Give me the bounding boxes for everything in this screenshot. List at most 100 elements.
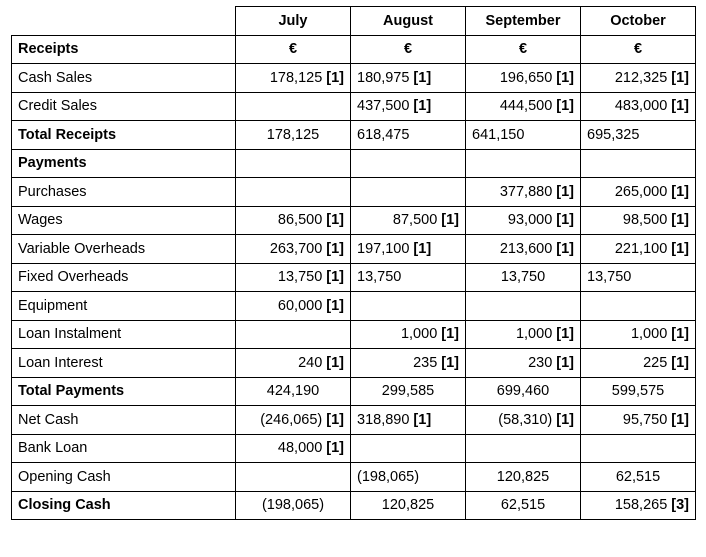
mark-allocation: [1] — [671, 98, 689, 115]
cash-budget-body: July August September October Receipts € €… — [11, 6, 696, 520]
header-row: July August September October — [11, 6, 696, 36]
cell-value: 230 — [528, 354, 553, 371]
cell-october: 483,000 [1] — [580, 91, 696, 121]
mark-allocation: [1] — [441, 212, 459, 229]
cell-july: 86,500 [1] — [235, 205, 351, 235]
cell-september — [465, 433, 581, 463]
row-label: Wages — [11, 205, 236, 235]
mark-allocation: [1] — [326, 69, 344, 86]
row-label: Loan Interest — [11, 348, 236, 378]
cell-september: 699,460 — [465, 376, 581, 406]
row-label: Bank Loan — [11, 433, 236, 463]
mark-allocation: [1] — [326, 212, 344, 229]
cell-august — [350, 433, 466, 463]
mark-allocation: [1] — [671, 354, 689, 371]
cell-value: 197,100 — [357, 240, 410, 257]
mark-allocation: [1] — [556, 354, 574, 371]
table-row: Purchases 377,880 [1] 265,000 [1] — [11, 177, 696, 207]
cell-value: 60,000 — [277, 297, 323, 314]
cell-value: 13,750 — [357, 269, 402, 286]
cell-value: € — [288, 41, 298, 58]
cell-value: 98,500 — [622, 212, 668, 229]
row-label: Purchases — [11, 177, 236, 207]
cell-august: € — [350, 34, 466, 64]
mark-allocation: [1] — [326, 440, 344, 457]
cell-september: 641,150 — [465, 120, 581, 150]
cell-value: 62,515 — [615, 468, 661, 485]
cell-value: 120,825 — [381, 497, 435, 514]
cell-october: 62,515 — [580, 462, 696, 492]
cell-october: 13,750 — [580, 262, 696, 292]
cell-october — [580, 291, 696, 321]
table-row: Total Payments 424,190 299,585 699,460 599,5… — [11, 376, 696, 406]
table-row: Credit Sales 437,500 [1] 444,500 [1] 483,000[… — [11, 91, 696, 121]
cell-october: 221,100 [1] — [580, 234, 696, 264]
mark-allocation: [1] — [413, 69, 432, 86]
cell-value: € — [518, 41, 528, 58]
cell-value: 263,700 — [269, 240, 323, 257]
cell-value: (198,065) — [261, 497, 325, 514]
cell-value: 483,000 — [614, 98, 668, 115]
cell-october: 95,750 [1] — [580, 405, 696, 435]
cell-july — [235, 91, 351, 121]
cell-august — [350, 148, 466, 178]
table-row: Closing Cash (198,065) 120,825 62,515 158,26… — [11, 490, 696, 520]
mark-allocation: [1] — [671, 212, 689, 229]
cell-september: 444,500 [1] — [465, 91, 581, 121]
cell-august: 437,500 [1] — [350, 91, 466, 121]
table-row: Bank Loan 48,000 [1] — [11, 433, 696, 463]
cell-july: € — [235, 34, 351, 64]
cell-october — [580, 433, 696, 463]
cell-july: 60,000 [1] — [235, 291, 351, 321]
row-label: Total Payments — [11, 376, 236, 406]
table-row: Equipment 60,000 [1] — [11, 291, 696, 321]
cell-value: (58,310) — [498, 411, 553, 428]
cell-september: 93,000 [1] — [465, 205, 581, 235]
cell-value: 180,975 — [357, 69, 410, 86]
cell-value: 618,475 — [357, 126, 410, 143]
cell-september: 62,515 — [465, 490, 581, 520]
cell-august: 618,475 — [350, 120, 466, 150]
header-july: July — [235, 6, 351, 36]
row-label: Credit Sales — [11, 91, 236, 121]
cell-august: 87,500 [1] — [350, 205, 466, 235]
table-row: Loan Interest 240 [1] 235 [1] 230 [1] 225 [1] — [11, 348, 696, 378]
cell-september: 213,600 [1] — [465, 234, 581, 264]
cell-july: (246,065) [1] — [235, 405, 351, 435]
cell-august: 1,000 [1] — [350, 319, 466, 349]
cell-august: 235 [1] — [350, 348, 466, 378]
cell-value: 212,325 — [614, 69, 668, 86]
mark-allocation: [1] — [413, 411, 432, 428]
cash-budget-table: July August September October Receipts € €… — [11, 6, 696, 520]
mark-allocation: [1] — [413, 240, 432, 257]
cell-value: (246,065) — [260, 411, 323, 428]
mark-allocation: [1] — [556, 183, 574, 200]
cell-september: 230 [1] — [465, 348, 581, 378]
cell-october: 158,265 [3] — [580, 490, 696, 520]
cell-october: 599,575 — [580, 376, 696, 406]
cell-value: 444,500 — [499, 98, 553, 115]
cell-july: 13,750 [1] — [235, 262, 351, 292]
cell-july: 240 [1] — [235, 348, 351, 378]
row-label: Loan Instalment — [11, 319, 236, 349]
cell-august: 13,750 — [350, 262, 466, 292]
cell-july: 424,190 — [235, 376, 351, 406]
cell-august: 197,100 [1] — [350, 234, 466, 264]
mark-allocation: [1] — [556, 212, 574, 229]
cell-august — [350, 291, 466, 321]
cell-august: (198,065) — [350, 462, 466, 492]
table-row: Cash Sales 178,125 [1] 180,975 [1] 196,650 [1]… — [11, 63, 696, 93]
mark-allocation: [1] — [556, 69, 574, 86]
table-row: Opening Cash (198,065) 120,825 62,515 — [11, 462, 696, 492]
table-row: Receipts € € € € — [11, 34, 696, 64]
mark-allocation: [1] — [326, 354, 344, 371]
mark-allocation: [1] — [413, 98, 432, 115]
cell-october: 212,325 [1] — [580, 63, 696, 93]
mark-allocation: [1] — [326, 411, 344, 428]
cell-september: (58,310) [1] — [465, 405, 581, 435]
cell-value: 87,500 — [392, 212, 438, 229]
mark-allocation: [1] — [556, 411, 574, 428]
cell-value: 221,100 — [614, 240, 668, 257]
cell-september: 1,000 [1] — [465, 319, 581, 349]
row-label: Equipment — [11, 291, 236, 321]
